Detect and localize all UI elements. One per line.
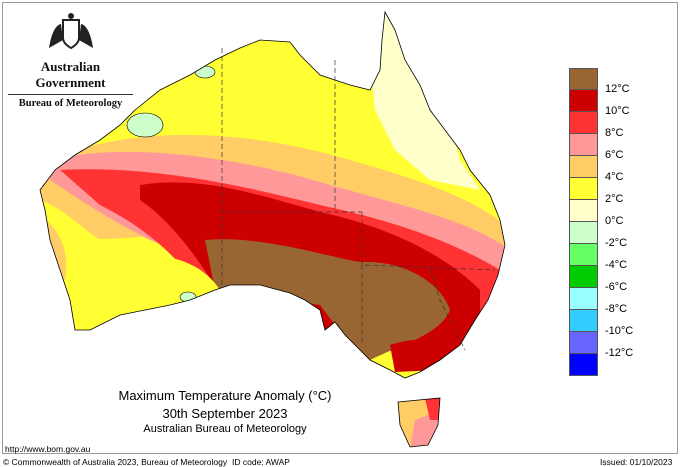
legend-swatch — [569, 332, 598, 354]
legend-swatch — [569, 266, 598, 288]
coat-of-arms-icon — [48, 13, 93, 50]
legend-label: -12°C — [605, 347, 634, 359]
legend-swatch — [569, 222, 598, 244]
legend-label: 0°C — [605, 215, 624, 227]
government-logo: Australian Government Bureau of Meteorol… — [8, 10, 133, 109]
legend-swatch — [569, 178, 598, 200]
bureau-name: Bureau of Meteorology — [8, 94, 133, 109]
state-borders — [221, 48, 496, 351]
legend-label: -6°C — [605, 281, 628, 293]
legend-label: 4°C — [605, 171, 624, 183]
legend-swatch — [569, 354, 598, 376]
legend-label: 2°C — [605, 193, 624, 205]
legend-label: -4°C — [605, 259, 628, 271]
legend-label: 6°C — [605, 149, 624, 161]
legend-label: -8°C — [605, 303, 628, 315]
issued-date: Issued: 01/10/2023 — [600, 457, 673, 467]
legend-swatch — [569, 288, 598, 310]
legend-label: -10°C — [605, 325, 634, 337]
legend-swatch — [569, 244, 598, 266]
legend-swatch — [569, 90, 598, 112]
map-title: Maximum Temperature Anomaly (°C) — [118, 388, 332, 403]
legend-swatch — [569, 310, 598, 332]
government-name: Australian Government — [35, 59, 106, 90]
id-code: ID code: AWAP — [232, 457, 290, 467]
legend-swatch — [569, 112, 598, 134]
legend-label: 8°C — [605, 127, 624, 139]
legend-swatch — [569, 134, 598, 156]
legend-label: -2°C — [605, 237, 628, 249]
tasmania-anomaly-fill — [398, 398, 440, 447]
legend-label: 10°C — [605, 105, 630, 117]
map-frame — [2, 2, 678, 454]
legend-swatch — [569, 156, 598, 178]
bom-url-link[interactable]: http://www.bom.gov.au — [5, 444, 91, 454]
copyright: © Commonwealth of Australia 2023, Bureau… — [3, 457, 228, 467]
legend-swatch — [569, 200, 598, 222]
map-source: Australian Bureau of Meteorology — [143, 423, 307, 435]
legend-swatch — [569, 68, 598, 90]
map-date: 30th September 2023 — [162, 406, 288, 421]
legend-label: 12°C — [605, 83, 630, 95]
color-legend: 12°C 10°C 8°C 6°C 4°C 2°C 0°C -2°C -4°C -6°C -8°C -… — [569, 68, 633, 376]
